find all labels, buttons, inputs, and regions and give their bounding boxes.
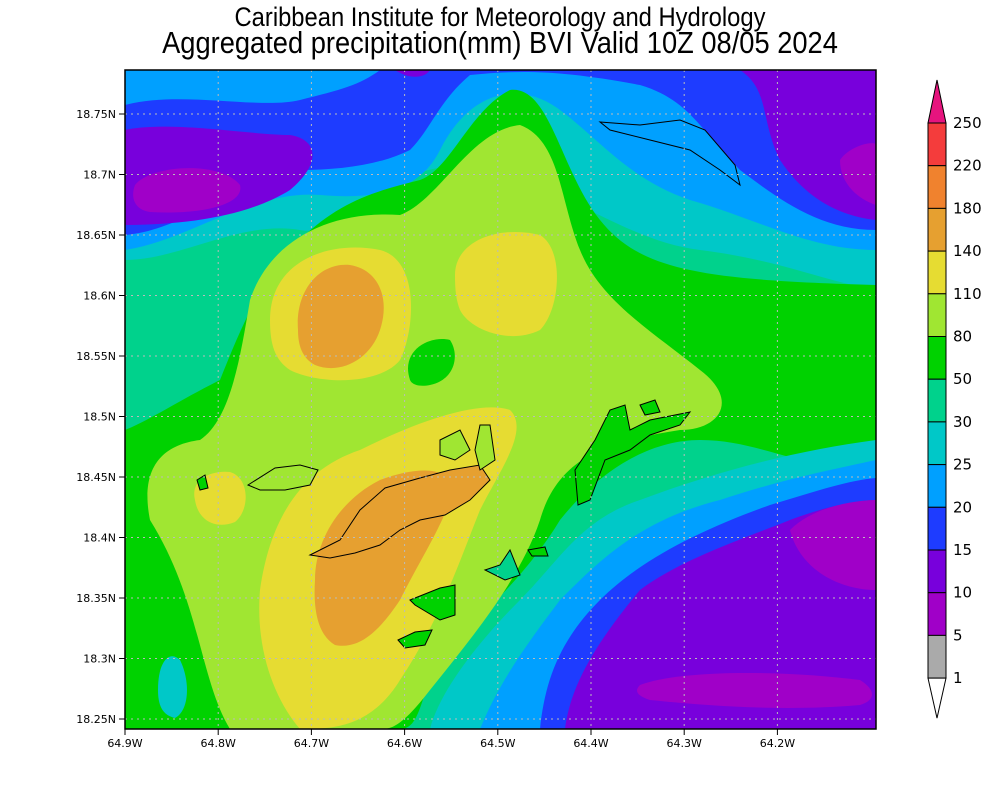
island-cay-e — [527, 546, 549, 557]
y-tick-label: 18.55N — [76, 350, 116, 363]
colorbar-label: 50 — [953, 370, 972, 388]
plot-frame — [124, 69, 877, 730]
colorbar-label: 80 — [953, 328, 972, 346]
contour-25-30-sw — [158, 656, 187, 718]
colorbar-label: 250 — [953, 114, 982, 132]
colorbar: 250 220 180 140 110 80 50 30 25 20 15 10 5 1 — [927, 79, 982, 719]
x-tick-label: 64.3W — [667, 737, 702, 750]
colorbar-label: 110 — [953, 285, 982, 303]
island-small-n — [639, 399, 661, 416]
colorbar-label: 140 — [953, 242, 982, 260]
colorbar-label: 10 — [953, 584, 972, 602]
latitude-axis: 18.75N 18.7N 18.65N 18.6N 18.55N 18.5N 18.45N 1… — [76, 108, 125, 726]
title-line-2: Aggregated precipitation(mm) BVI Valid 1… — [162, 25, 838, 60]
island-norman — [397, 629, 433, 649]
island-peter — [409, 584, 456, 621]
colorbar-segment — [927, 549, 947, 594]
contour-bottom-dark — [395, 70, 430, 77]
colorbar-segment — [927, 336, 947, 380]
title-line-1: Caribbean Institute for Meteorology and … — [234, 2, 766, 32]
colorbar-top-arrow — [927, 79, 947, 124]
colorbar-segment — [927, 634, 947, 679]
colorbar-label: 5 — [953, 626, 963, 644]
contour-5-10-se — [790, 500, 876, 590]
x-tick-label: 64.8W — [201, 737, 236, 750]
y-tick-label: 18.3N — [83, 653, 116, 666]
colorbar-segment — [927, 165, 947, 209]
colorbar-label: 20 — [953, 498, 972, 516]
colorbar-segment — [927, 421, 947, 466]
y-tick-label: 18.7N — [83, 169, 116, 182]
x-tick-label: 64.4W — [573, 737, 608, 750]
colorbar-segment — [927, 506, 947, 551]
colorbar-segment — [927, 293, 947, 337]
colorbar-label: 15 — [953, 541, 972, 559]
colorbar-label: 25 — [953, 456, 972, 474]
colorbar-label: 30 — [953, 413, 972, 431]
contour-50-80-hole — [408, 339, 455, 386]
x-tick-label: 64.7W — [294, 737, 329, 750]
y-tick-label: 18.6N — [83, 290, 116, 303]
island-beef — [439, 429, 471, 461]
colorbar-segment — [927, 207, 947, 252]
y-tick-label: 18.45N — [76, 471, 116, 484]
contour-5-10-se2 — [637, 673, 872, 708]
y-tick-label: 18.4N — [83, 532, 116, 545]
colorbar-bottom-arrow — [927, 677, 947, 719]
x-tick-label: 64.5W — [480, 737, 515, 750]
gridlines — [125, 70, 876, 729]
x-tick-label: 64.9W — [107, 737, 142, 750]
island-anegada — [598, 119, 741, 187]
colorbar-label: 180 — [953, 199, 982, 217]
colorbar-label: 220 — [953, 157, 982, 175]
contour-140-180-a — [297, 264, 384, 369]
y-tick-label: 18.65N — [76, 229, 116, 242]
y-tick-label: 18.5N — [83, 411, 116, 424]
longitude-axis: 64.9W 64.8W 64.7W 64.6W 64.5W 64.4W 64.3W 64.2W — [107, 729, 795, 750]
contour-5-10 — [133, 168, 241, 213]
y-tick-label: 18.25N — [76, 713, 116, 726]
island-tortola — [308, 464, 491, 559]
contour-10-15-ne — [740, 70, 876, 220]
island-cay-w — [196, 474, 209, 491]
contour-110-140-b — [455, 231, 557, 337]
colorbar-segment — [927, 122, 947, 167]
colorbar-segment — [927, 250, 947, 295]
x-tick-label: 64.2W — [760, 737, 795, 750]
colorbar-label: 1 — [953, 669, 963, 687]
y-tick-label: 18.75N — [76, 108, 116, 121]
contour-10-15-se — [565, 500, 876, 729]
colorbar-segment — [927, 378, 947, 423]
island-virgin-gorda — [574, 404, 692, 506]
islands — [196, 119, 741, 649]
island-guana — [474, 424, 496, 471]
x-tick-label: 64.6W — [387, 737, 422, 750]
island-ginger — [483, 548, 521, 581]
colorbar-segment — [927, 464, 947, 508]
colorbar-segment — [927, 592, 947, 636]
contour-15-20 — [125, 70, 876, 235]
y-tick-label: 18.35N — [76, 592, 116, 605]
contour-field — [125, 70, 876, 729]
